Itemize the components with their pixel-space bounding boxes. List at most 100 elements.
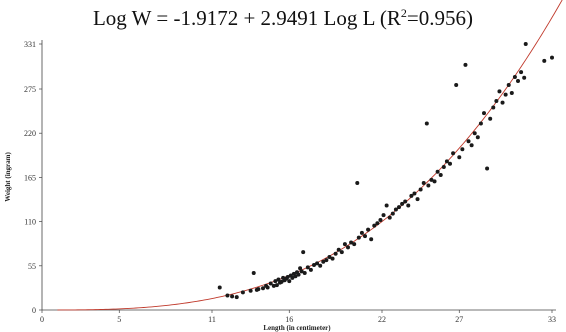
y-tick-label: 165 — [24, 173, 36, 182]
x-tick-label: 22 — [378, 315, 386, 324]
data-point — [372, 223, 377, 228]
data-point — [230, 294, 235, 299]
data-point — [285, 275, 290, 280]
data-point — [366, 227, 371, 232]
data-point — [381, 213, 386, 218]
data-point — [497, 89, 502, 94]
data-point — [409, 193, 414, 198]
y-tick-label: 275 — [24, 85, 36, 94]
y-tick-label: 220 — [24, 129, 36, 138]
data-point — [333, 251, 338, 256]
data-point — [240, 290, 245, 295]
data-point — [466, 139, 471, 144]
data-point — [299, 269, 304, 274]
data-point — [429, 177, 434, 182]
data-point — [421, 181, 426, 186]
data-point — [503, 92, 508, 97]
y-tick-label: 110 — [24, 218, 36, 227]
data-point — [426, 183, 431, 188]
data-point — [349, 240, 354, 245]
data-point — [509, 91, 514, 96]
chart-title-rhs: =0.956) — [406, 6, 474, 30]
data-point — [265, 285, 270, 290]
data-point — [454, 82, 459, 87]
fit-line-layer — [57, 0, 563, 311]
data-point — [384, 203, 389, 208]
data-point — [432, 179, 437, 184]
data-point — [460, 147, 465, 152]
data-point — [393, 207, 398, 212]
data-point — [418, 187, 423, 192]
data-point — [435, 169, 440, 174]
data-point — [438, 172, 443, 177]
data-point — [318, 263, 323, 268]
data-point — [355, 181, 360, 186]
data-point — [293, 274, 298, 279]
x-tick-label: 11 — [208, 315, 216, 324]
data-point — [290, 275, 295, 280]
x-tick-label: 33 — [548, 315, 556, 324]
data-point — [298, 266, 303, 271]
points-layer — [217, 42, 554, 300]
data-point — [271, 283, 276, 288]
data-point — [276, 277, 281, 282]
x-tick-label: 0 — [40, 315, 44, 324]
data-point — [519, 70, 524, 75]
data-point — [448, 161, 452, 166]
data-point — [315, 261, 320, 266]
data-point — [378, 217, 383, 222]
data-point — [469, 143, 474, 148]
chart-title: Log W = -1.9172 + 2.9491 Log L (R2=0.956… — [0, 6, 566, 31]
data-point — [523, 42, 528, 46]
data-point — [406, 203, 411, 208]
y-tick-label: 331 — [24, 40, 36, 49]
data-point — [346, 245, 350, 250]
data-point — [312, 262, 316, 267]
data-point — [506, 82, 511, 87]
data-point — [324, 258, 329, 263]
data-point — [424, 121, 429, 126]
data-point — [441, 164, 446, 169]
x-tick-label: 27 — [455, 315, 463, 324]
fit-line — [57, 0, 563, 311]
data-point — [274, 283, 279, 288]
data-point — [542, 58, 547, 63]
data-point — [363, 234, 367, 239]
data-point — [491, 105, 496, 110]
data-point — [375, 221, 380, 226]
data-point — [412, 191, 417, 196]
x-axis-label: Length (in centimeter) — [263, 324, 331, 332]
data-point — [251, 271, 256, 276]
data-point — [400, 201, 405, 206]
data-point — [301, 250, 306, 255]
data-point — [268, 281, 273, 286]
data-point — [273, 279, 278, 284]
data-point — [550, 55, 554, 60]
data-point — [321, 259, 326, 264]
data-point — [415, 197, 420, 202]
y-tick-label: 0 — [32, 306, 36, 315]
data-point — [352, 242, 357, 247]
data-point — [287, 279, 292, 284]
chart-title-superscript: 2 — [400, 6, 407, 20]
data-point — [472, 131, 477, 136]
data-point — [225, 293, 230, 298]
data-point — [522, 75, 527, 80]
y-tick-label: 55 — [28, 262, 36, 271]
data-point — [302, 271, 307, 276]
data-point — [463, 62, 468, 67]
data-point — [482, 111, 486, 116]
data-point — [305, 265, 310, 270]
data-point — [359, 230, 364, 235]
data-point — [397, 205, 401, 210]
axes: 0 5 11 16 22 27 33 0 55 110 165 220 275 331 — [24, 40, 556, 324]
data-point — [256, 287, 261, 292]
data-point — [451, 151, 456, 156]
data-point — [488, 116, 493, 121]
data-point — [342, 242, 347, 247]
data-point — [403, 199, 408, 204]
data-point — [387, 215, 392, 220]
x-tick-label: 16 — [285, 315, 293, 324]
data-point — [279, 279, 284, 284]
data-point — [390, 211, 395, 216]
